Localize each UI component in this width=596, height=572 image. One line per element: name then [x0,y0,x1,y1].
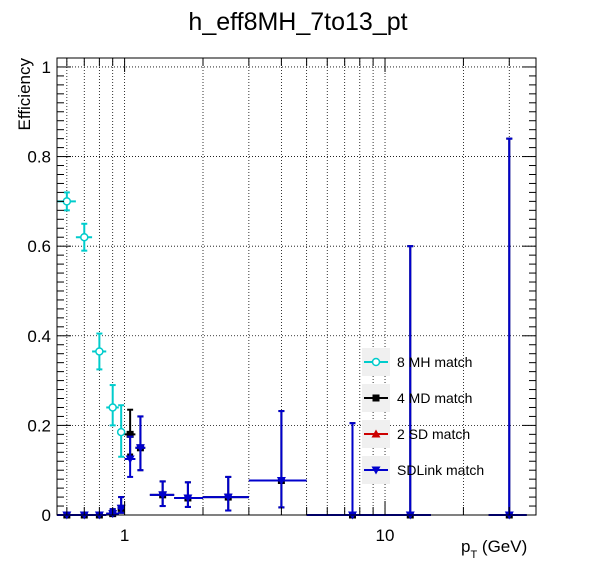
legend-marker [371,429,381,438]
data-point [183,494,193,503]
grid [57,58,536,515]
data-point [223,493,233,502]
series-sdlink-match [57,137,527,520]
data-point [116,427,126,437]
data-point [126,430,134,438]
legend: 8 MH match 4 MD match 2 SD match SDLink mat… [362,348,484,484]
data-point [108,403,117,412]
data-point [95,347,104,356]
legend-marker [371,466,381,475]
data-point [125,455,135,464]
data-point [116,504,126,513]
y-tick-label: 0.2 [27,416,51,435]
legend-marker [371,357,381,367]
x-tick-label: 10 [376,526,395,545]
y-tick-label: 0.4 [27,327,51,346]
legend-label: 8 MH match [397,354,472,370]
y-tick-label: 0.8 [27,148,51,167]
x-axis-label: pT (GeV) [461,537,527,561]
data-point [135,444,145,453]
x-axis-label-unit: (GeV) [477,537,527,556]
data-layer [57,137,527,520]
chart-title: h_eff8MH_7to13_pt [188,8,407,36]
data-point [276,477,286,486]
series-8-mh-match [57,191,126,458]
data-point [80,232,89,242]
y-tick-label: 1 [42,58,51,77]
data-point [62,197,72,206]
x-axis-label-sub: T [470,549,477,561]
data-point [158,491,168,500]
x-axis-label-main: p [461,537,470,556]
y-axis-label: Efficiency [15,58,34,131]
legend-label: 2 SD match [397,426,470,442]
y-tick-label: 0 [42,506,51,525]
axes: 1 10 0 0.2 0.4 0.6 0.8 1 [27,58,536,545]
legend-marker [372,394,380,402]
plot-frame [56,57,537,516]
legend-label: 4 MD match [397,390,472,406]
legend-label: SDLink match [397,462,484,478]
x-tick-label: 1 [120,526,129,545]
y-tick-label: 0.6 [27,237,51,256]
